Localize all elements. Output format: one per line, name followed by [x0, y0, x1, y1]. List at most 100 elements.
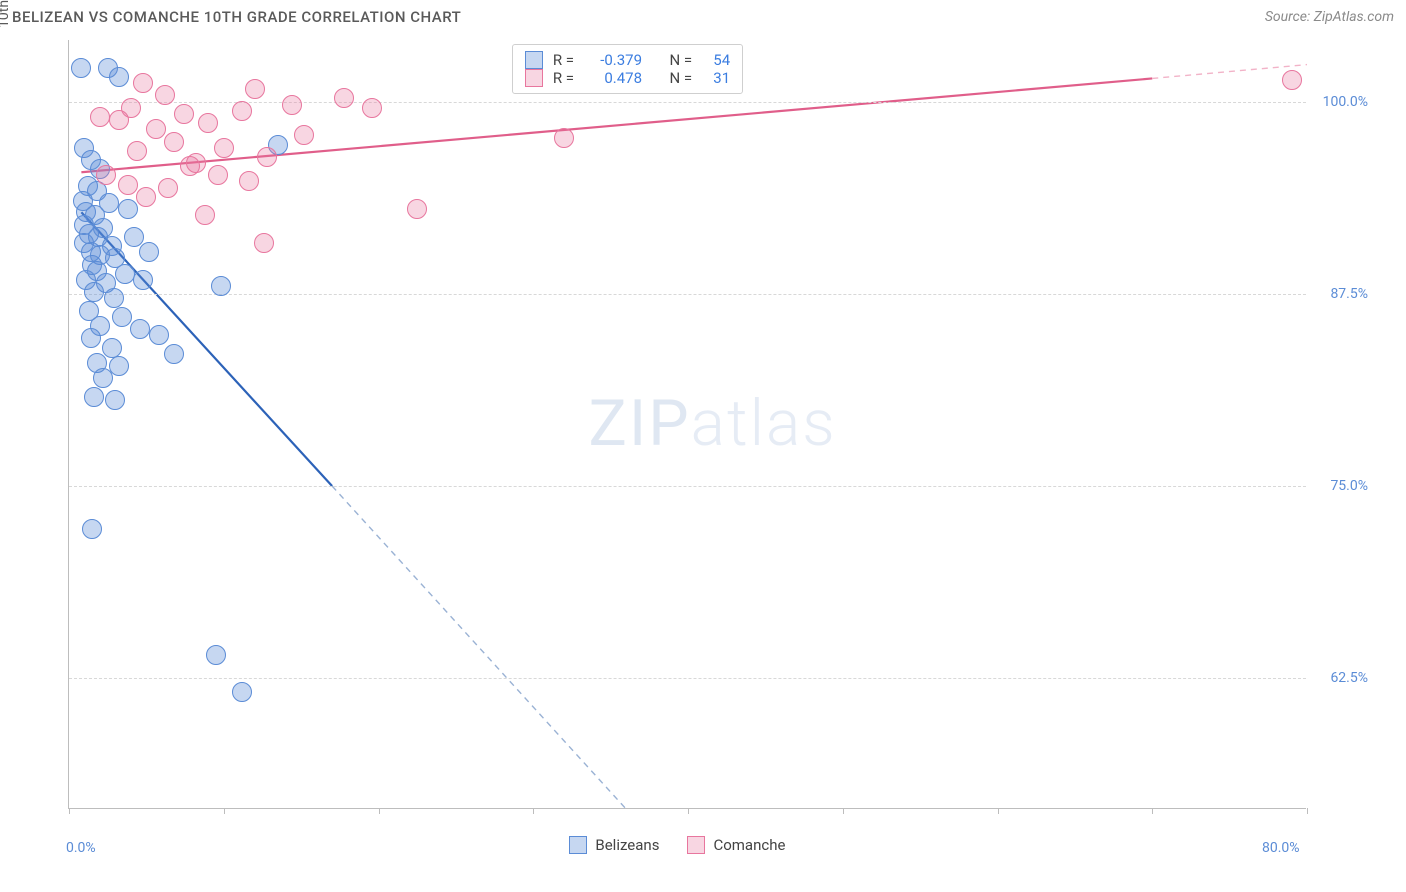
scatter-point-pink — [121, 98, 141, 118]
gridline-h — [69, 486, 1306, 487]
scatter-point-pink — [158, 178, 178, 198]
scatter-point-pink — [294, 125, 314, 145]
legend: Belizeans Comanche — [569, 836, 785, 854]
scatter-point-pink — [136, 187, 156, 207]
n-value: 31 — [702, 69, 730, 87]
scatter-point-blue — [124, 227, 144, 247]
x-tick — [224, 808, 225, 814]
scatter-point-pink — [239, 171, 259, 191]
r-value: 0.478 — [584, 69, 642, 87]
scatter-point-pink — [146, 119, 166, 139]
r-value: -0.379 — [584, 51, 642, 69]
r-label: R = — [553, 51, 574, 69]
chart-source: Source: ZipAtlas.com — [1265, 9, 1394, 25]
x-tick — [688, 808, 689, 814]
trendlines-svg — [69, 40, 1307, 809]
scatter-point-blue — [81, 328, 101, 348]
scatter-point-pink — [214, 138, 234, 158]
y-tick-label: 100.0% — [1323, 94, 1368, 110]
x-tick — [379, 808, 380, 814]
scatter-point-blue — [71, 58, 91, 78]
legend-label: Belizeans — [595, 836, 659, 854]
scatter-point-blue — [232, 682, 252, 702]
r-label: R = — [553, 69, 574, 87]
scatter-point-pink — [407, 199, 427, 219]
plot-area: ZIPatlas R =-0.379 N =54R =0.478 N =31 1… — [68, 40, 1306, 809]
scatter-point-pink — [174, 104, 194, 124]
scatter-point-blue — [133, 270, 153, 290]
scatter-point-blue — [149, 325, 169, 345]
x-axis-min-label: 0.0% — [66, 840, 96, 856]
watermark-bold: ZIP — [589, 386, 691, 461]
swatch-blue — [569, 836, 587, 854]
scatter-point-blue — [130, 319, 150, 339]
scatter-point-blue — [164, 344, 184, 364]
swatch-pink — [525, 69, 543, 87]
scatter-point-pink — [96, 165, 116, 185]
y-tick-label: 62.5% — [1330, 670, 1368, 686]
scatter-point-pink — [90, 107, 110, 127]
scatter-point-pink — [254, 233, 274, 253]
scatter-point-pink — [180, 156, 200, 176]
trendline-blue — [332, 486, 626, 809]
watermark: ZIPatlas — [589, 386, 837, 461]
scatter-point-blue — [105, 390, 125, 410]
legend-item-blue: Belizeans — [569, 836, 659, 854]
scatter-point-pink — [195, 205, 215, 225]
scatter-point-pink — [164, 132, 184, 152]
scatter-point-blue — [109, 67, 129, 87]
scatter-point-blue — [139, 242, 159, 262]
gridline-h — [69, 294, 1306, 295]
scatter-point-pink — [208, 165, 228, 185]
watermark-light: atlas — [691, 386, 837, 461]
scatter-point-pink — [118, 175, 138, 195]
scatter-point-blue — [115, 264, 135, 284]
y-axis-label: 10th Grade — [0, 0, 12, 28]
scatter-point-pink — [257, 147, 277, 167]
x-tick — [69, 808, 70, 814]
scatter-point-blue — [84, 387, 104, 407]
n-value: 54 — [702, 51, 730, 69]
x-tick — [1152, 808, 1153, 814]
stats-row: R = 0.478 N = 31 — [525, 69, 730, 87]
scatter-point-pink — [282, 95, 302, 115]
swatch-pink — [687, 836, 705, 854]
n-label: N = — [670, 51, 693, 69]
scatter-point-blue — [84, 282, 104, 302]
x-tick — [533, 808, 534, 814]
scatter-point-pink — [334, 88, 354, 108]
scatter-point-pink — [198, 113, 218, 133]
scatter-point-pink — [133, 73, 153, 93]
gridline-h — [69, 102, 1306, 103]
scatter-point-pink — [232, 101, 252, 121]
legend-item-pink: Comanche — [687, 836, 785, 854]
stats-box: R = -0.379 N = 54 R = 0.478 N = 31 — [512, 44, 743, 94]
x-axis-max-label: 80.0% — [1262, 840, 1300, 856]
n-label: N = — [670, 69, 693, 87]
stats-row: R = -0.379 N = 54 — [525, 51, 730, 69]
scatter-point-blue — [206, 645, 226, 665]
scatter-point-blue — [112, 307, 132, 327]
scatter-point-pink — [362, 98, 382, 118]
gridline-h — [69, 678, 1306, 679]
scatter-point-blue — [102, 338, 122, 358]
swatch-blue — [525, 51, 543, 69]
scatter-point-blue — [93, 368, 113, 388]
x-tick — [843, 808, 844, 814]
y-tick-label: 75.0% — [1330, 478, 1368, 494]
chart-header: BELIZEAN VS COMANCHE 10TH GRADE CORRELAT… — [0, 0, 1406, 36]
scatter-point-pink — [127, 141, 147, 161]
y-tick-label: 87.5% — [1330, 286, 1368, 302]
legend-label: Comanche — [713, 836, 785, 854]
x-tick — [1307, 808, 1308, 814]
scatter-point-blue — [104, 288, 124, 308]
scatter-point-blue — [211, 276, 231, 296]
scatter-point-pink — [155, 85, 175, 105]
scatter-point-pink — [554, 128, 574, 148]
x-tick — [998, 808, 999, 814]
scatter-point-pink — [245, 79, 265, 99]
scatter-point-blue — [118, 199, 138, 219]
scatter-point-pink — [1282, 70, 1302, 90]
scatter-point-blue — [82, 519, 102, 539]
chart-title: BELIZEAN VS COMANCHE 10TH GRADE CORRELAT… — [12, 8, 461, 26]
